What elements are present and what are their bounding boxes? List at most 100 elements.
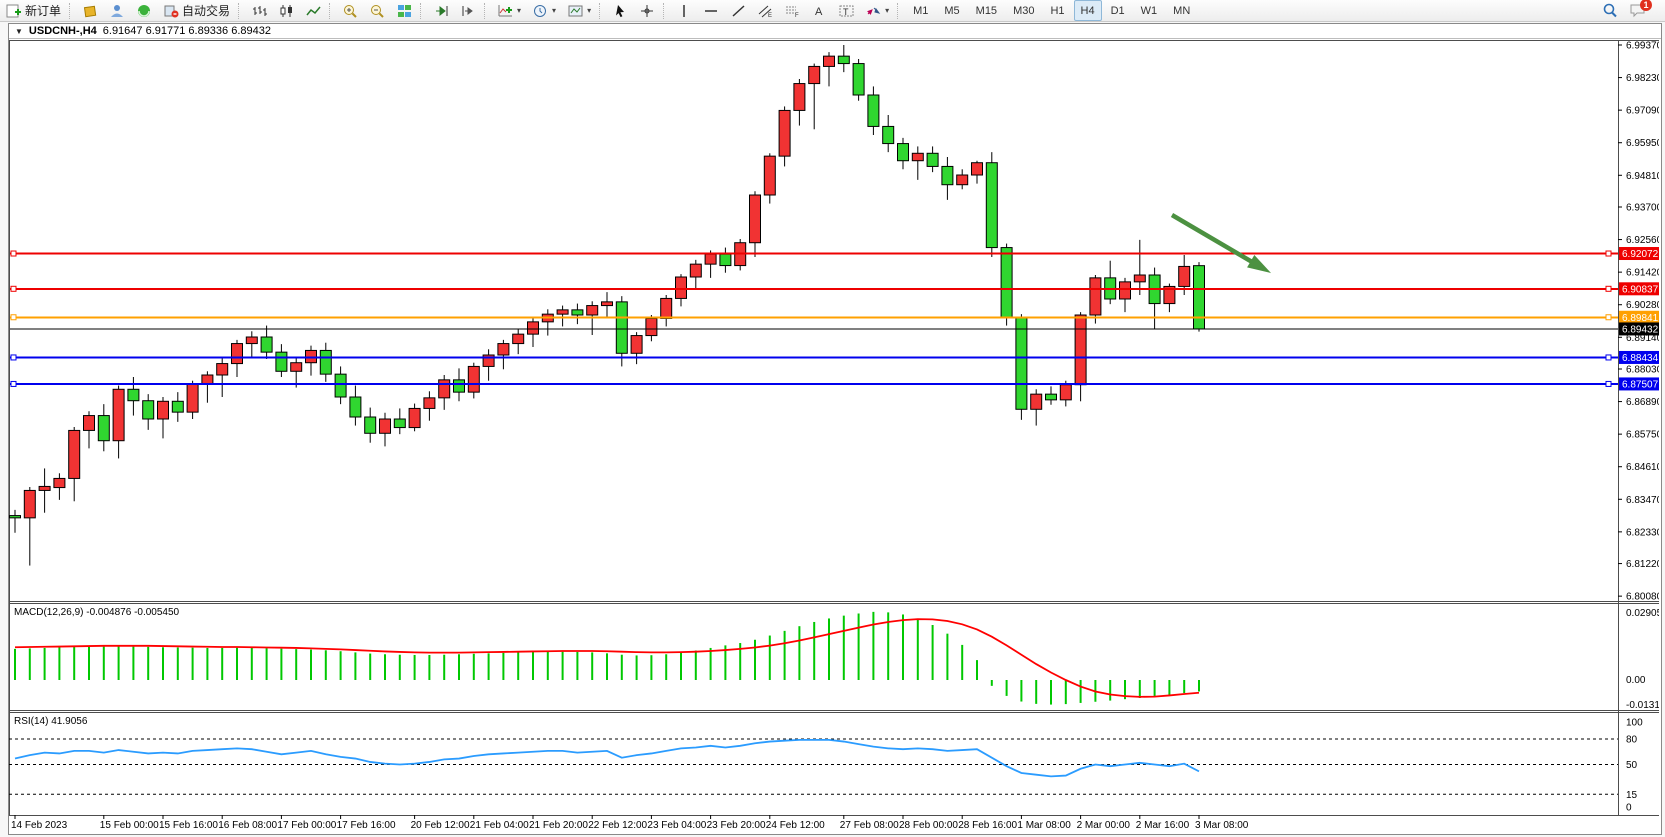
time-tick-label: 2 Mar 16:00 [1136,820,1190,831]
rsi-scale-label: 100 [1626,718,1643,729]
price-axis[interactable]: 6.99370 6.98230 6.97090 6.95950 6.94810 6.937… [1618,41,1659,603]
new-order-button[interactable]: 新订单 [1,0,66,21]
chart-title-bar[interactable]: ▼ USDCNH-,H4 6.91647 6.91771 6.89336 6.8… [9,24,1661,39]
crosshair-button[interactable] [635,0,660,21]
indicators-button[interactable]: ▾ [493,0,526,21]
price-tick-label: 6.91420 [1626,268,1659,279]
periods-button[interactable]: ▾ [528,0,561,21]
candle [556,309,569,315]
hline-handle[interactable] [10,314,17,321]
notifications-button[interactable]: 1 [1625,0,1652,21]
hline-handle[interactable] [10,380,17,387]
hline-resistance[interactable]: 6.90837 [10,282,1659,296]
tile-windows-button[interactable] [392,0,417,21]
timeframe-button-m5[interactable]: M5 [944,4,960,17]
hline-resistance[interactable]: 6.92072 [10,247,1659,261]
main-panel[interactable] [9,40,1659,601]
candle [1059,384,1072,401]
trend-arrow-head [1247,254,1272,274]
price-tick-label: 6.82330 [1626,527,1659,538]
hline-support[interactable]: 6.87507 [10,377,1659,391]
fibonacci-button[interactable]: F [780,0,805,21]
chart-symbol-period: USDCNH-,H4 [28,25,97,37]
zoom-out-button[interactable] [365,0,390,21]
data-window-button[interactable] [105,0,130,21]
timeframe-button-m1[interactable]: M1 [913,4,929,17]
time-tick-label: 17 Feb 00:00 [277,820,336,831]
candle [68,429,81,479]
tile-windows-icon [397,4,412,18]
vertical-line-button[interactable] [672,0,697,21]
timeframe-button-d1[interactable]: D1 [1110,4,1125,17]
time-tick-label: 1 Mar 08:00 [1017,820,1071,831]
trend-arrow-shaft[interactable] [1170,213,1261,268]
hline-support[interactable]: 6.88434 [10,350,1659,364]
bar-chart-button[interactable] [247,0,272,21]
price-tick-label: 6.84610 [1626,462,1659,473]
hline-handle[interactable] [1605,314,1612,321]
zoom-out-icon [370,4,385,18]
hline-handle[interactable] [10,354,17,361]
svg-text:T: T [843,7,849,17]
candle [379,418,391,434]
svg-text:E: E [768,13,772,18]
templates-button[interactable]: ▾ [563,0,596,21]
price-tick-label: 6.80080 [1626,592,1659,603]
zoom-in-button[interactable] [338,0,363,21]
timeframe-button-h4[interactable]: H4 [1073,0,1102,21]
candle [453,379,465,393]
timeframe-button-mn[interactable]: MN [1173,4,1191,17]
symbols-button[interactable] [78,0,103,21]
trendline-button[interactable] [726,0,751,21]
candle [615,301,628,354]
time-tick-label: 17 Feb 16:00 [337,820,396,831]
time-tick-label: 27 Feb 08:00 [840,820,899,831]
timeframe-button-w1[interactable]: W1 [1140,4,1158,17]
line-chart-button[interactable] [301,0,326,21]
hline-handle[interactable] [1605,250,1612,257]
time-tick-label: 22 Feb 12:00 [588,820,647,831]
rsi-panel[interactable] [9,712,1659,815]
hline-price-tag [1619,310,1659,324]
candle [926,152,939,167]
auto-trading-button[interactable]: 自动交易 [159,0,235,21]
equidistant-channel-button[interactable]: E [753,0,778,21]
navigator-button[interactable] [132,0,157,21]
price-chart[interactable]: 6.99370 6.98230 6.97090 6.95950 6.94810 6.937… [9,40,1659,833]
time-tick-label: 15 Feb 16:00 [159,820,218,831]
timeframe-button-h1[interactable]: H1 [1050,4,1065,17]
price-tick-label: 6.95950 [1626,138,1659,149]
fibonacci-icon: F [785,4,800,18]
macd-signal-line [14,618,1200,698]
collapse-icon[interactable]: ▼ [15,26,23,36]
candle [349,396,362,418]
hline-price-tag [1619,377,1659,391]
hline-handle[interactable] [1605,354,1612,361]
cursor-button[interactable] [608,0,633,21]
hline-pivot[interactable]: 6.89841 [10,310,1659,324]
candlestick-chart-button[interactable] [274,0,299,21]
chart-shift-button[interactable] [456,0,481,21]
timeframe-button-m30[interactable]: M30 [1013,4,1035,17]
hline-handle[interactable] [10,250,17,257]
time-axis[interactable]: 14 Feb 2023 15 Feb 00:00 15 Feb 16:00 16 Fe… [11,815,1249,831]
auto-scroll-button[interactable] [429,0,454,21]
horizontal-line-button[interactable] [699,0,724,21]
timeframe-button-m15[interactable]: M15 [975,4,998,17]
price-tick-label: 6.86890 [1626,397,1659,408]
hline-handle[interactable] [10,285,17,292]
text-label-button[interactable]: T [834,0,859,21]
hline-handle[interactable] [1605,380,1612,387]
candle [423,397,436,409]
hline-current-price[interactable]: 6.89432 [10,322,1659,336]
shapes-icon [866,4,881,18]
search-button[interactable] [1597,0,1623,21]
macd-panel[interactable] [9,603,1659,710]
trend-arrow[interactable] [1170,213,1272,274]
text-button[interactable]: A [807,0,832,21]
hline-handle[interactable] [1605,285,1612,292]
channel-icon: E [758,4,773,18]
new-order-icon [6,4,22,18]
time-tick-label: 21 Feb 04:00 [470,820,529,831]
arrows-button[interactable]: ▾ [861,0,894,21]
